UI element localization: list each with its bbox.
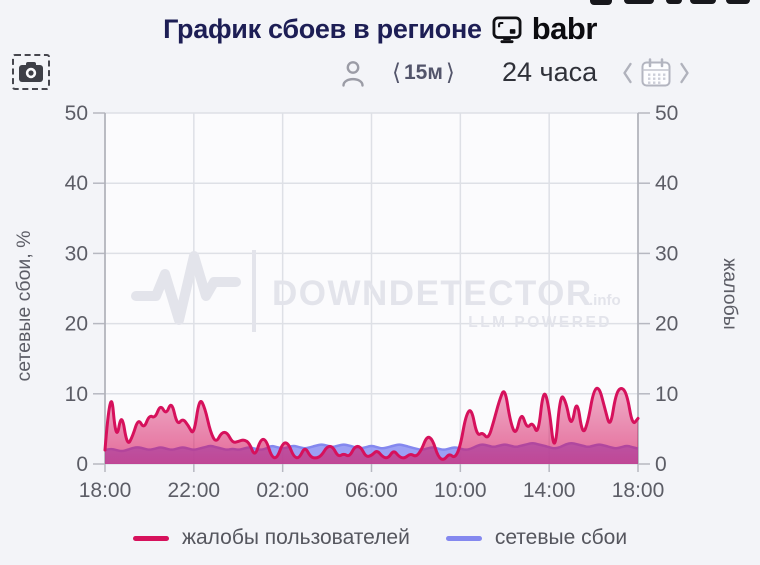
range-label: 24 часа: [502, 57, 598, 87]
svg-text:02:00: 02:00: [256, 479, 309, 502]
svg-text:LLM POWERED: LLM POWERED: [468, 314, 612, 331]
interval-label: 15м: [403, 61, 443, 84]
chevron-right-icon[interactable]: [679, 62, 690, 84]
interval-selector[interactable]: ⟨ 15м ⟩: [392, 61, 455, 84]
watermark: DOWNDETECTOR.info LLM POWERED: [131, 250, 621, 332]
svg-text:DOWNDETECTOR: DOWNDETECTOR: [272, 274, 593, 313]
chevron-left-icon[interactable]: [622, 62, 633, 84]
camera-icon: [19, 62, 43, 82]
cropped-text-artifact: [590, 0, 750, 5]
svg-text:50: 50: [65, 102, 88, 125]
calendar-icon[interactable]: [640, 58, 672, 88]
series-complaints-line: [103, 386, 640, 461]
svg-text:22:00: 22:00: [168, 479, 221, 502]
controls-bar: ⟨ 15м ⟩ 24 часа: [0, 50, 760, 98]
svg-text:20: 20: [655, 313, 678, 336]
svg-text:30: 30: [65, 242, 88, 265]
chart-legend: жалобы пользователей сетевые сбои: [0, 526, 760, 550]
legend-label-complaints: жалобы пользователей: [181, 526, 410, 549]
y-axis-left-title: сетевые сбои, %: [13, 231, 35, 382]
y-axis-right-title: жалобы: [719, 258, 741, 330]
brand-logo: babr: [531, 11, 598, 46]
svg-text:40: 40: [655, 172, 678, 195]
svg-text:50: 50: [655, 102, 678, 125]
svg-text:10: 10: [655, 383, 678, 406]
interval-next-button[interactable]: ⟩: [445, 59, 455, 85]
interval-prev-button[interactable]: ⟨: [392, 59, 401, 85]
legend-item-complaints[interactable]: жалобы пользователей: [132, 526, 410, 550]
svg-text:18:00: 18:00: [79, 479, 132, 502]
svg-text:18:00: 18:00: [612, 479, 665, 502]
legend-label-network: сетевые сбои: [494, 526, 628, 549]
series-complaints-area: [105, 388, 638, 464]
svg-text:14:00: 14:00: [523, 479, 576, 502]
camera-button[interactable]: [12, 54, 50, 90]
svg-text:0: 0: [76, 453, 88, 476]
svg-text:40: 40: [65, 172, 88, 195]
page-title: График сбоев в регионе: [163, 13, 482, 44]
legend-swatch-network: [445, 535, 482, 541]
svg-text:10:00: 10:00: [434, 479, 487, 502]
legend-item-network[interactable]: сетевые сбои: [445, 526, 628, 550]
legend-swatch-complaints: [132, 535, 169, 541]
outage-chart[interactable]: 0 0 10 10 20 20 30 30 40 40 50 50 18:00 22:00 02:00 06:…: [0, 98, 760, 518]
svg-text:30: 30: [655, 242, 678, 265]
svg-text:0: 0: [655, 453, 667, 476]
svg-text:06:00: 06:00: [345, 479, 398, 502]
svg-text:.info: .info: [589, 292, 621, 309]
monitor-icon: [492, 16, 522, 44]
date-navigation: [622, 58, 690, 88]
person-icon[interactable]: [341, 60, 365, 87]
chart-plot-area: 0 0 10 10 20 20 30 30 40 40 50 50 18:00 22:00 02:00 06:…: [65, 102, 679, 502]
svg-text:20: 20: [65, 313, 88, 336]
svg-text:10: 10: [65, 383, 88, 406]
header: График сбоев в регионе babr: [0, 0, 760, 50]
